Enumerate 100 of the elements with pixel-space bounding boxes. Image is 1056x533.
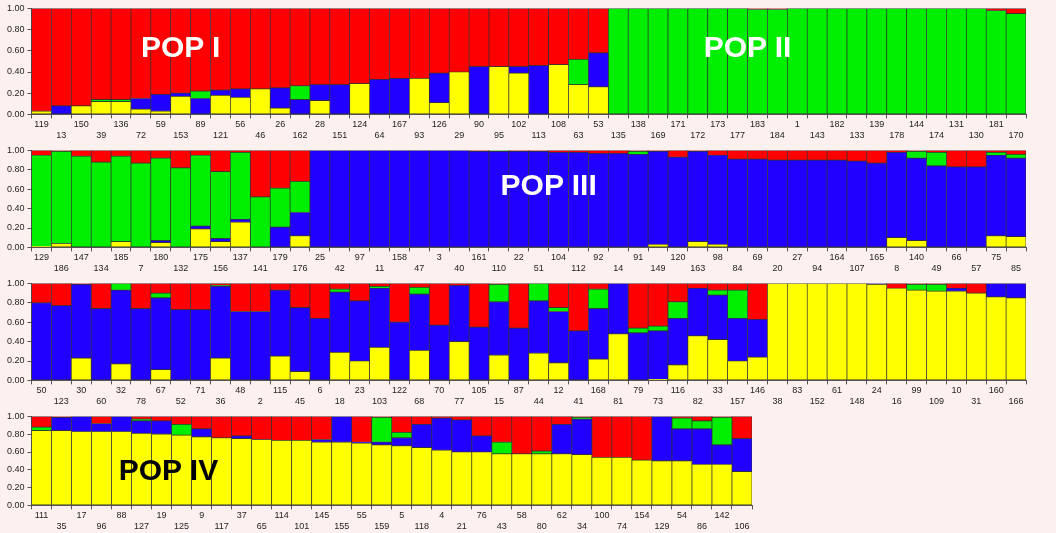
x-tick-label: 63	[573, 130, 584, 141]
x-tick-label: 15	[493, 396, 504, 407]
x-tick-label: 3	[436, 252, 442, 263]
x-tick-label: 45	[295, 396, 306, 407]
x-tick-label: 134	[93, 263, 109, 274]
x-tick-label: 119	[34, 119, 49, 130]
x-tick-label: 27	[792, 252, 803, 263]
x-tick-label: 26	[275, 119, 286, 130]
x-tick-label: 118	[414, 521, 429, 532]
x-tick-label: 60	[96, 396, 107, 407]
x-tick-label: 93	[414, 130, 425, 141]
x-tick-label: 115	[272, 385, 288, 396]
x-tick-label: 37	[236, 510, 247, 521]
x-tick-label: 16	[891, 396, 902, 407]
x-tick-label: 138	[630, 119, 646, 130]
y-tick-label: 0.40	[6, 336, 25, 347]
x-tick-label: 103	[372, 396, 388, 407]
x-tick-label: 87	[513, 385, 524, 396]
y-tick-label: 0.00	[6, 374, 25, 385]
x-tick-label: 116	[670, 385, 686, 396]
x-tick-label: 59	[155, 119, 166, 130]
y-tick-label: 0.80	[6, 24, 25, 35]
x-tick-label: 106	[734, 521, 750, 532]
x-tick-label: 76	[476, 510, 487, 521]
x-tick-label: 176	[292, 263, 308, 274]
y-tick-label: 1.00	[6, 2, 25, 13]
x-tick-label: 77	[454, 396, 465, 407]
x-tick-label: 18	[334, 396, 345, 407]
x-tick-label: 44	[533, 396, 544, 407]
x-tick-label: 101	[294, 521, 310, 532]
x-tick-label: 71	[195, 385, 206, 396]
x-tick-label: 1	[794, 119, 800, 130]
x-tick-label: 121	[212, 130, 228, 141]
x-tick-label: 111	[34, 510, 49, 521]
x-tick-label: 92	[593, 252, 604, 263]
y-tick-label: 1.00	[6, 410, 25, 421]
x-tick-label: 139	[869, 119, 885, 130]
x-tick-label: 14	[613, 263, 624, 274]
y-tick-label: 0.20	[6, 355, 25, 366]
x-tick-label: 86	[696, 521, 707, 532]
x-tick-label: 11	[374, 263, 385, 274]
y-tick-label: 0.60	[6, 316, 25, 327]
x-tick-label: 7	[138, 263, 144, 274]
x-tick-label: 6	[317, 385, 323, 396]
x-tick-label: 152	[809, 396, 825, 407]
x-tick-label: 99	[911, 385, 922, 396]
x-tick-label: 142	[714, 510, 730, 521]
x-tick-label: 25	[314, 252, 325, 263]
x-tick-label: 95	[493, 130, 504, 141]
x-tick-label: 140	[909, 252, 925, 263]
x-tick-label: 24	[871, 385, 882, 396]
x-tick-label: 56	[235, 119, 246, 130]
y-tick-label: 1.00	[6, 277, 25, 288]
x-tick-label: 52	[175, 396, 186, 407]
x-tick-label: 132	[173, 263, 189, 274]
y-tick-label: 0.20	[6, 87, 25, 98]
x-tick-label: 10	[951, 385, 962, 396]
y-tick-label: 0.40	[6, 203, 25, 214]
x-tick-label: 5	[399, 510, 405, 521]
x-tick-label: 166	[1008, 396, 1024, 407]
x-tick-label: 109	[928, 396, 945, 407]
x-tick-label: 170	[1008, 130, 1024, 141]
x-tick-label: 43	[496, 521, 507, 532]
x-tick-label: 68	[414, 396, 425, 407]
x-tick-label: 41	[573, 396, 584, 407]
x-tick-label: 96	[96, 521, 107, 532]
x-tick-label: 120	[670, 252, 686, 263]
x-tick-label: 117	[214, 521, 229, 532]
x-tick-label: 153	[173, 130, 189, 141]
x-tick-label: 161	[471, 252, 487, 263]
x-tick-label: 135	[610, 130, 626, 141]
y-tick-label: 0.80	[6, 428, 25, 439]
x-tick-label: 178	[889, 130, 905, 141]
x-tick-label: 183	[749, 119, 766, 130]
x-tick-label: 148	[849, 396, 865, 407]
x-tick-label: 17	[76, 510, 87, 521]
x-tick-label: 40	[454, 263, 465, 274]
x-tick-label: 20	[772, 263, 783, 274]
x-tick-label: 23	[354, 385, 365, 396]
x-tick-label: 133	[849, 130, 865, 141]
x-tick-label: 49	[931, 263, 942, 274]
x-tick-label: 126	[431, 119, 447, 130]
x-tick-label: 147	[73, 252, 89, 263]
x-tick-label: 55	[356, 510, 367, 521]
y-tick-label: 0.20	[6, 222, 25, 233]
x-tick-label: 149	[650, 263, 666, 274]
x-tick-label: 124	[352, 119, 368, 130]
x-tick-label: 35	[56, 521, 67, 532]
y-tick-label: 0.60	[6, 446, 25, 457]
x-tick-label: 82	[692, 396, 703, 407]
x-tick-label: 22	[513, 252, 524, 263]
x-tick-label: 131	[948, 119, 964, 130]
x-tick-label: 34	[576, 521, 587, 532]
x-tick-label: 8	[894, 263, 900, 274]
x-tick-label: 54	[676, 510, 687, 521]
x-tick-label: 137	[232, 252, 248, 263]
x-tick-label: 78	[135, 396, 146, 407]
x-tick-label: 105	[471, 385, 487, 396]
x-tick-label: 179	[272, 252, 288, 263]
x-tick-label: 89	[195, 119, 206, 130]
